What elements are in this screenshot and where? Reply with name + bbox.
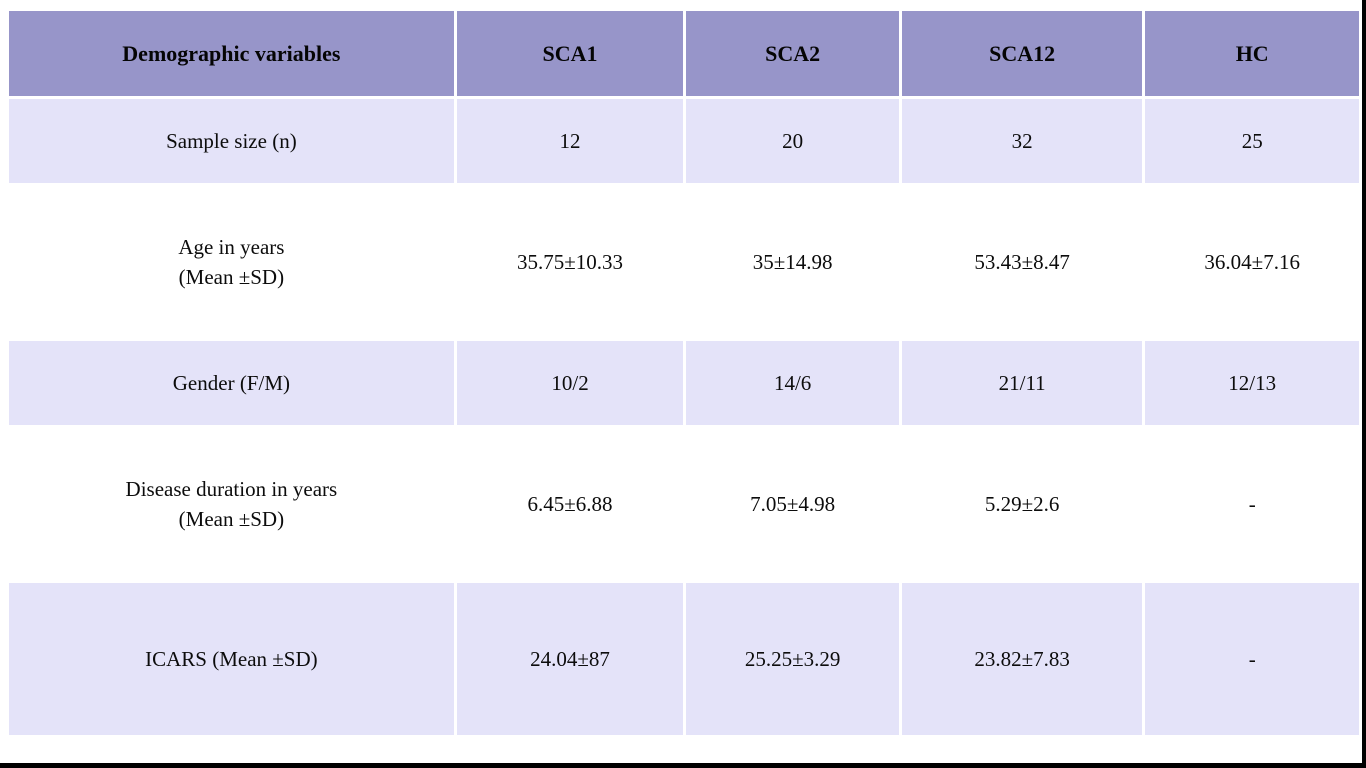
row-label-cell: Sample size (n): [9, 99, 454, 183]
table-row-sample-size: Sample size (n) 12 20 32 25: [9, 99, 1359, 183]
value-cell: 12: [456, 99, 684, 183]
header-cell-hc: HC: [1145, 11, 1359, 96]
value-cell: 6.45±6.88: [456, 428, 684, 580]
value-cell: 14/6: [686, 341, 899, 425]
demographics-table: Demographic variables SCA1 SCA2 SCA12 HC…: [6, 8, 1362, 738]
row-label-cell: Disease duration in years (Mean ±SD): [9, 428, 454, 580]
value-cell: 5.29±2.6: [901, 428, 1143, 580]
value-cell: 20: [686, 99, 899, 183]
table-row-icars: ICARS (Mean ±SD) 24.04±87 25.25±3.29 23.…: [9, 583, 1359, 735]
table-row-gender: Gender (F/M) 10/2 14/6 21/11 12/13: [9, 341, 1359, 425]
row-label-cell: ICARS (Mean ±SD): [9, 583, 454, 735]
value-cell: 53.43±8.47: [901, 186, 1143, 338]
table-header-row: Demographic variables SCA1 SCA2 SCA12 HC: [9, 11, 1359, 96]
value-cell: 12/13: [1145, 341, 1359, 425]
value-cell: 35.75±10.33: [456, 186, 684, 338]
header-cell-sca1: SCA1: [456, 11, 684, 96]
value-cell: 10/2: [456, 341, 684, 425]
value-cell: 25: [1145, 99, 1359, 183]
table-row-disease-duration: Disease duration in years (Mean ±SD) 6.4…: [9, 428, 1359, 580]
value-cell: 23.82±7.83: [901, 583, 1143, 735]
value-cell: 21/11: [901, 341, 1143, 425]
header-cell-sca2: SCA2: [686, 11, 899, 96]
value-cell: 7.05±4.98: [686, 428, 899, 580]
value-cell: 25.25±3.29: [686, 583, 899, 735]
value-cell: 36.04±7.16: [1145, 186, 1359, 338]
value-cell: 32: [901, 99, 1143, 183]
header-cell-sca12: SCA12: [901, 11, 1143, 96]
row-label-cell: Gender (F/M): [9, 341, 454, 425]
value-cell: 35±14.98: [686, 186, 899, 338]
header-cell-demographic-variables: Demographic variables: [9, 11, 454, 96]
row-label-cell: Age in years (Mean ±SD): [9, 186, 454, 338]
value-cell: -: [1145, 428, 1359, 580]
value-cell: -: [1145, 583, 1359, 735]
value-cell: 24.04±87: [456, 583, 684, 735]
table-row-age: Age in years (Mean ±SD) 35.75±10.33 35±1…: [9, 186, 1359, 338]
